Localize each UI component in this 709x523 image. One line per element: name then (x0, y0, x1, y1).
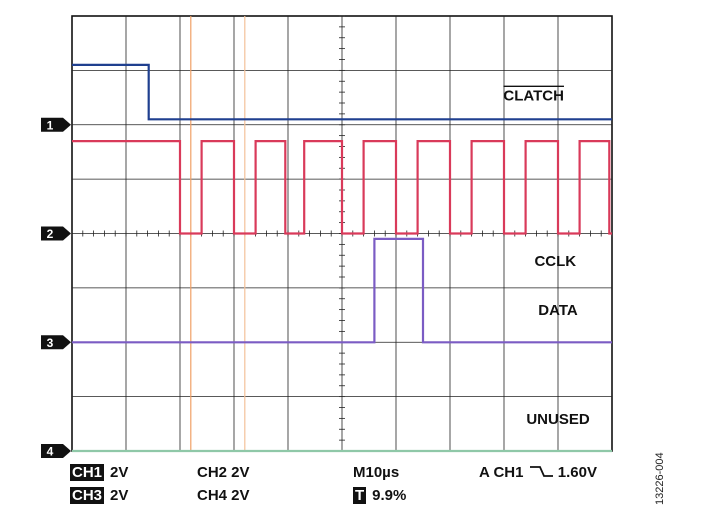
trigger-setting: A CH1 1.60V (479, 464, 597, 482)
trigger-position-value: 9.9% (372, 487, 407, 504)
channel-markers: 1 2 3 4 (41, 117, 71, 459)
channel-3-marker: 3 (41, 335, 71, 350)
trace-label-cclk: CCLK (534, 253, 576, 270)
trigger-position-badge: T (353, 487, 367, 504)
channel-2-marker: 2 (41, 226, 71, 241)
channel-1-marker: 1 (41, 117, 71, 132)
channel-marker-arrow (41, 226, 71, 241)
oscilloscope-plot: 1 2 3 4 CLATCH CCLK DATA UNUSED (41, 15, 613, 459)
ch2-setting: CH2 2V (197, 464, 250, 481)
ch4-setting: CH4 2V (197, 487, 250, 504)
ch1-badge: CH1 (70, 464, 105, 481)
channel-marker-number: 3 (47, 336, 54, 350)
channel-marker-arrow (41, 117, 71, 132)
ch1-setting: CH1 2V (70, 464, 128, 482)
trace-label-data: DATA (538, 302, 578, 319)
trigger-source: A CH1 (479, 464, 524, 481)
channel-4-marker: 4 (41, 444, 71, 459)
trace-data (72, 237, 612, 344)
channel-marker-number: 1 (47, 118, 54, 132)
ch1-scale: 2V (110, 464, 129, 481)
trace-cclk (72, 140, 612, 235)
channel-marker-arrow (41, 444, 71, 458)
channel-marker-number: 4 (47, 445, 54, 459)
ch3-scale: 2V (110, 487, 129, 504)
trace-label-unused: UNUSED (526, 411, 590, 428)
ch3-setting: CH3 2V (70, 487, 128, 505)
falling-edge-icon (529, 466, 553, 477)
signal-traces (72, 63, 612, 453)
trigger-level: 1.60V (557, 464, 597, 481)
timebase: M10µs (353, 464, 400, 481)
trace-label-clatch: CLATCH (503, 87, 564, 104)
trace-clatch (72, 63, 612, 121)
trace-labels: CLATCH CCLK DATA UNUSED (503, 85, 590, 428)
ch3-badge: CH3 (70, 487, 105, 504)
figure-id: 13226-004 (654, 452, 666, 505)
channel-marker-arrow (41, 335, 71, 350)
trigger-position: T 9.9% (353, 487, 406, 505)
channel-marker-number: 2 (47, 227, 54, 241)
